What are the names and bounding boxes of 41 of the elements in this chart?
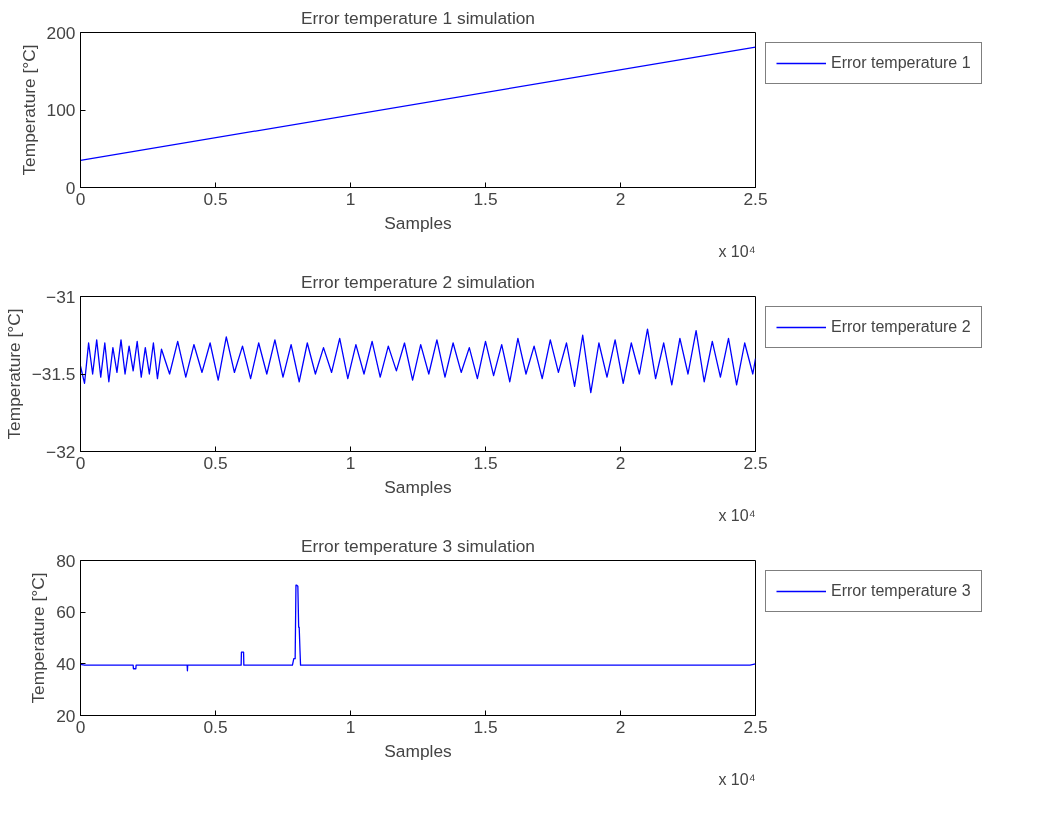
legend-label: Error temperature 3: [831, 582, 971, 600]
y-tick-label: 40: [56, 653, 76, 674]
x-axis-title: Samples: [384, 476, 453, 497]
y-axis-title: Temperature [°C]: [28, 572, 49, 704]
y-tick-label: −32: [46, 441, 76, 462]
chart-title: Error temperature 1 simulation: [300, 7, 536, 28]
text: x 10⁴: [718, 242, 756, 260]
x-tick-label: 2.5: [743, 188, 768, 209]
x-tick-label: 1: [345, 188, 356, 209]
y-axis-title: Temperature [°C]: [18, 44, 39, 176]
x-tick-label: 1: [345, 452, 356, 473]
y-tick-label: −31.5: [31, 364, 76, 384]
x-tick-label: 0.5: [203, 188, 228, 209]
text: x 10⁴: [718, 506, 756, 524]
x-tick-label: 0.5: [203, 716, 228, 737]
x-tick-label: 1.5: [473, 188, 498, 209]
x-tick-label: 0.5: [203, 452, 228, 473]
x-axis-title: Samples: [384, 212, 453, 233]
x-tick-label: 2.5: [743, 452, 768, 473]
y-tick-label: −31: [46, 286, 76, 307]
chart-title: Error temperature 3 simulation: [300, 535, 536, 556]
y-tick-label: 20: [56, 705, 76, 726]
y-tick-label: 100: [46, 100, 76, 120]
x-tick-label: 2: [615, 716, 626, 737]
x-tick-label: 1.5: [473, 716, 498, 737]
line-series: [80, 328, 756, 394]
legend-label: Error temperature 2: [831, 318, 971, 336]
chart-title: Error temperature 2 simulation: [300, 271, 536, 292]
x-tick-label: 1.5: [473, 452, 498, 473]
legend-label: Error temperature 1: [831, 54, 971, 72]
x-tick-label: 2: [615, 188, 626, 209]
x-tick-label: 2: [615, 452, 626, 473]
y-tick-label: 60: [56, 602, 76, 623]
x-tick-label: 2.5: [743, 716, 768, 737]
text: x 10⁴: [718, 770, 756, 788]
y-axis-title: Temperature [°C]: [3, 308, 24, 440]
x-tick-label: 1: [345, 716, 356, 737]
x-axis-title: Samples: [384, 740, 453, 761]
line-series: [80, 584, 756, 672]
y-tick-label: 80: [56, 550, 76, 571]
y-tick-label: 200: [46, 22, 76, 43]
